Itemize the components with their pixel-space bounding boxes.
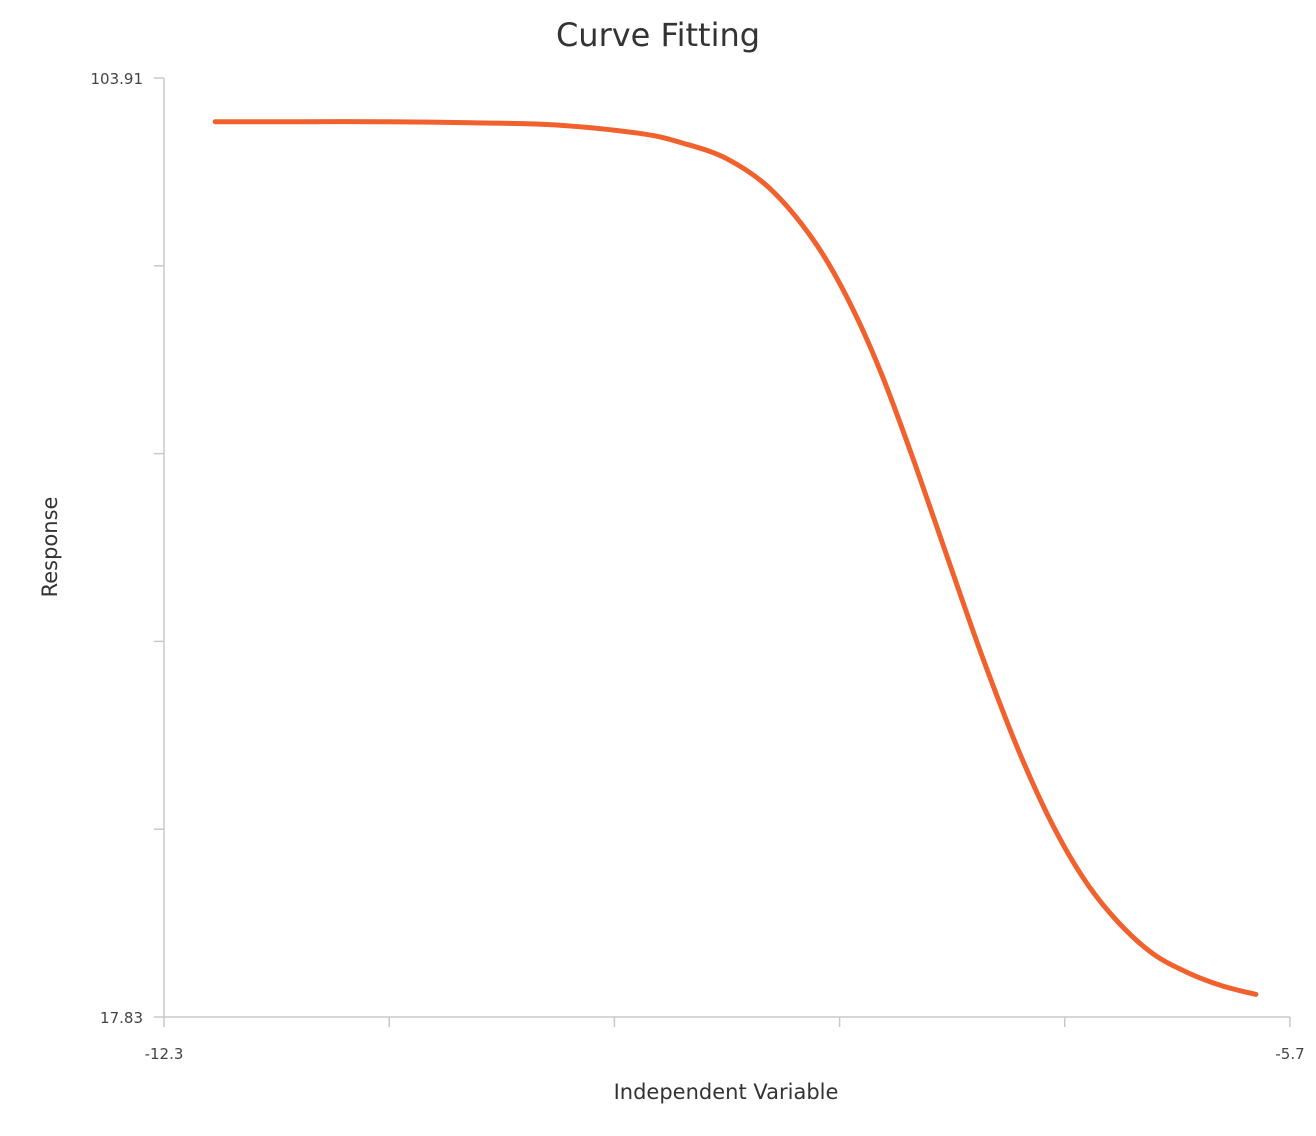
fitted-curve-line — [212, 119, 1259, 997]
x-tick-label-max: -5.7 — [1275, 1045, 1304, 1063]
x-tick-label-min: -12.3 — [145, 1045, 184, 1063]
x-ticks — [163, 1017, 1291, 1027]
y-ticks — [154, 77, 164, 1018]
y-tick-label-min: 17.83 — [100, 1009, 143, 1027]
y-axis-label: Response — [38, 497, 62, 598]
chart-title: Curve Fitting — [556, 16, 760, 54]
y-tick-label-max: 103.91 — [91, 70, 144, 88]
x-axis-label: Independent Variable — [614, 1080, 839, 1104]
